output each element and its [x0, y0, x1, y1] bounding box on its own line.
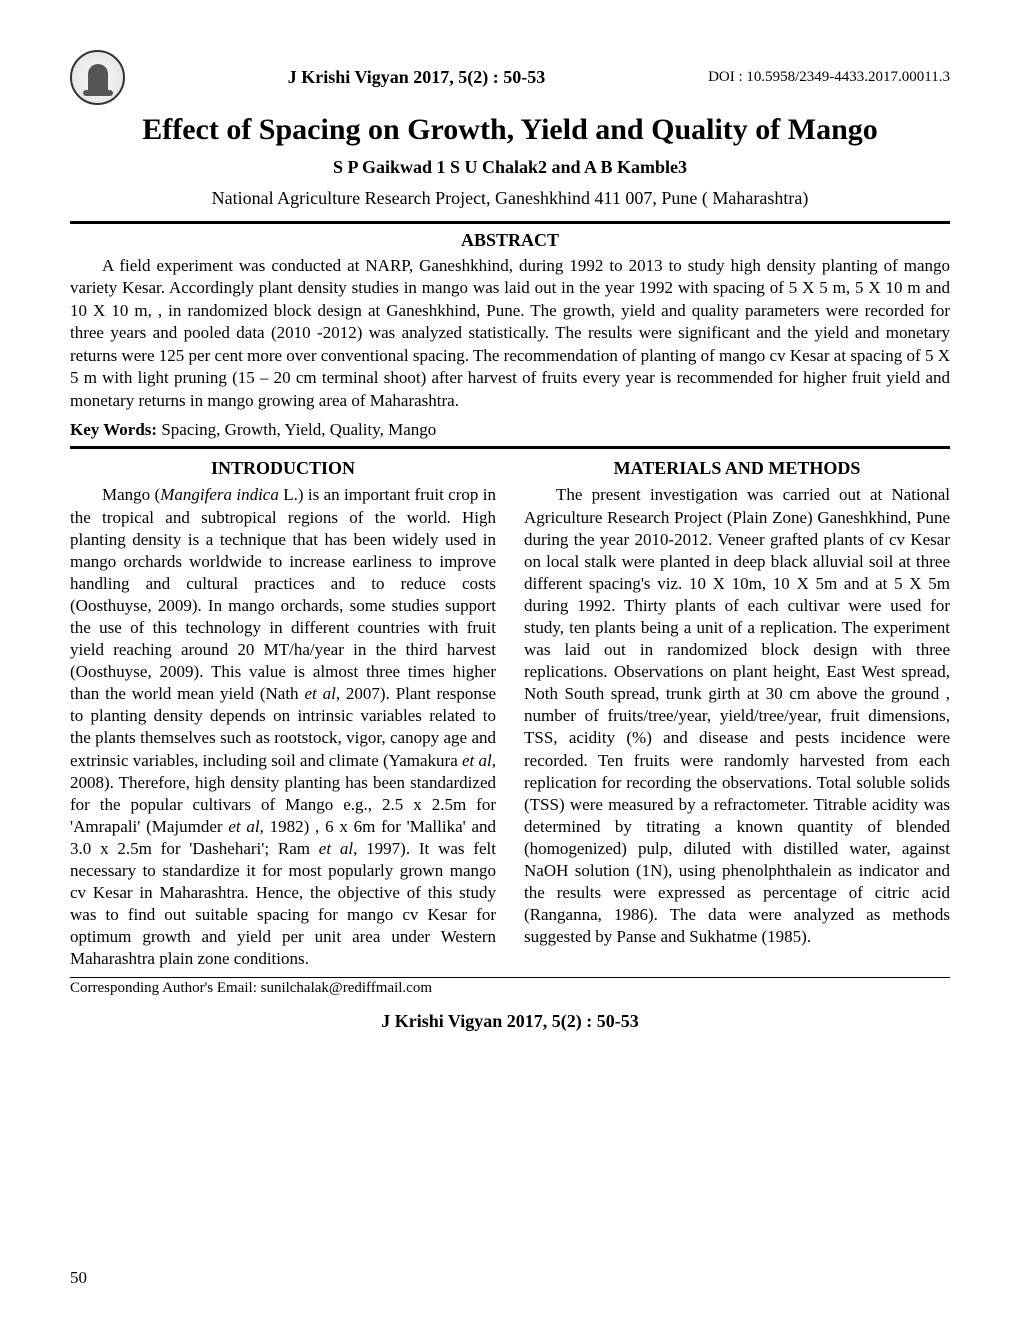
methods-heading: MATERIALS AND METHODS — [524, 457, 950, 480]
keywords-text: Spacing, Growth, Yield, Quality, Mango — [157, 420, 436, 439]
rule-after-abstract — [70, 446, 950, 449]
methods-paragraph: The present investigation was carried ou… — [524, 484, 950, 948]
intro-species-name: Mangifera indica — [160, 485, 279, 504]
keywords-label: Key Words: — [70, 420, 157, 439]
two-column-body: INTRODUCTION Mango (Mangifera indica L.)… — [70, 457, 950, 970]
header-row: J Krishi Vigyan 2017, 5(2) : 50-53 DOI :… — [70, 50, 950, 105]
introduction-heading: INTRODUCTION — [70, 457, 496, 480]
article-title: Effect of Spacing on Growth, Yield and Q… — [70, 113, 950, 147]
footnote-rule — [70, 977, 950, 978]
intro-text-2: L.) is an important fruit crop in the tr… — [70, 485, 496, 703]
journal-logo — [70, 50, 125, 105]
intro-text-6: , 1997). It was felt necessary to standa… — [70, 839, 496, 968]
intro-etal-2: et al — [462, 751, 492, 770]
journal-reference-footer: J Krishi Vigyan 2017, 5(2) : 50-53 — [70, 1011, 950, 1032]
doi-text: DOI : 10.5958/2349-4433.2017.00011.3 — [708, 69, 950, 86]
right-column: MATERIALS AND METHODS The present invest… — [524, 457, 950, 970]
intro-etal-1: et al — [304, 684, 335, 703]
intro-etal-4: et al — [319, 839, 353, 858]
torch-icon — [88, 64, 108, 92]
authors-line: S P Gaikwad 1 S U Chalak2 and A B Kamble… — [70, 157, 950, 178]
page-number: 50 — [70, 1268, 87, 1288]
affiliation-line: National Agriculture Research Project, G… — [70, 188, 950, 209]
abstract-text: A field experiment was conducted at NARP… — [70, 255, 950, 412]
introduction-paragraph: Mango (Mangifera indica L.) is an import… — [70, 484, 496, 970]
left-column: INTRODUCTION Mango (Mangifera indica L.)… — [70, 457, 496, 970]
intro-etal-3: et al — [228, 817, 259, 836]
intro-text-1: Mango ( — [102, 485, 160, 504]
corresponding-author-footnote: Corresponding Author's Email: sunilchala… — [70, 980, 950, 997]
abstract-heading: ABSTRACT — [70, 230, 950, 251]
rule-top — [70, 221, 950, 224]
keywords-line: Key Words: Spacing, Growth, Yield, Quali… — [70, 420, 950, 440]
journal-reference-top: J Krishi Vigyan 2017, 5(2) : 50-53 — [125, 67, 708, 88]
